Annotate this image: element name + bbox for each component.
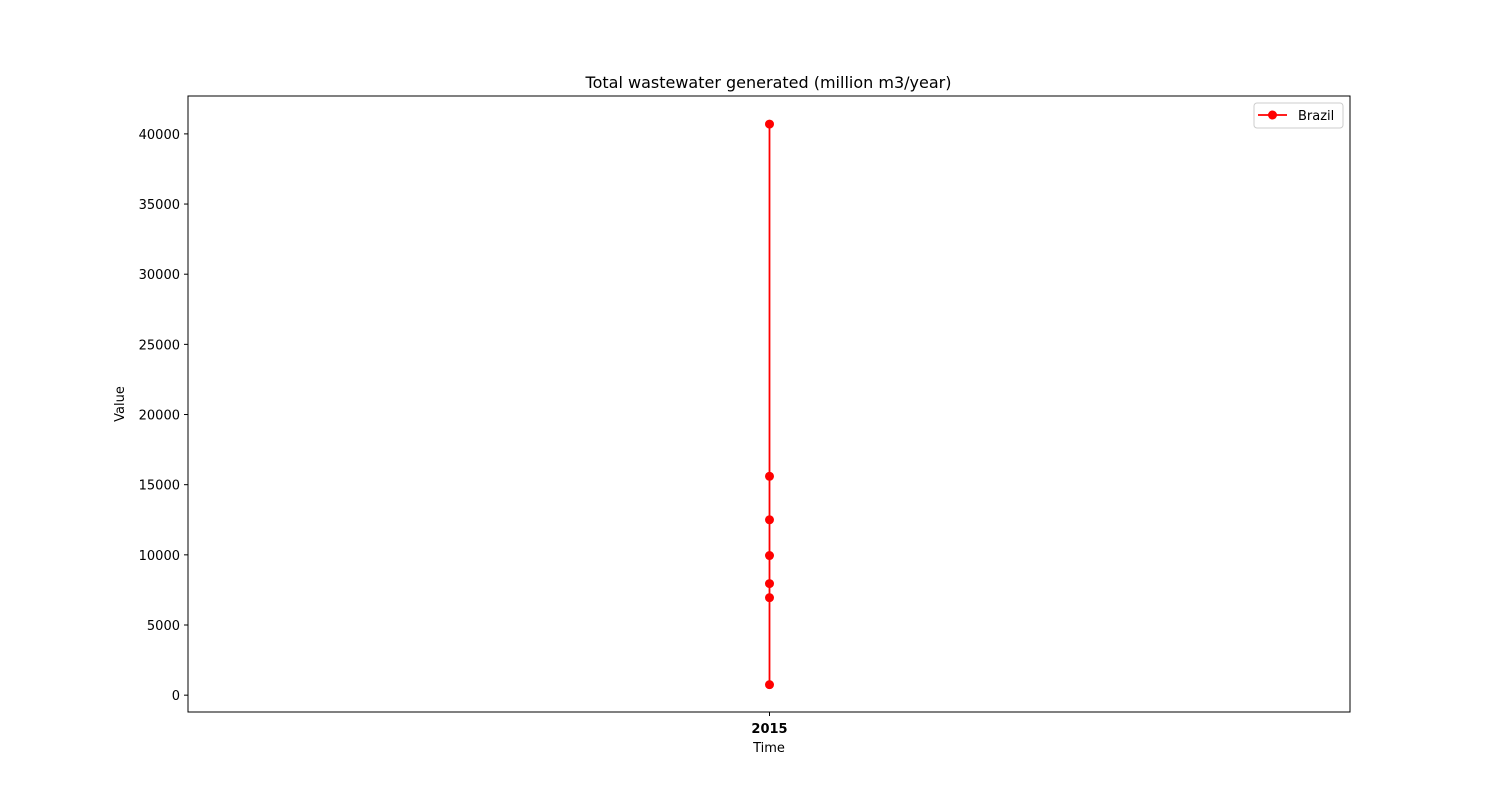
plot-frame	[187, 95, 1351, 713]
y-tick-label: 20000	[139, 409, 180, 424]
y-tick-label: 30000	[139, 268, 180, 283]
y-tick-label: 5000	[147, 619, 180, 634]
y-tick-label: 15000	[139, 479, 180, 494]
y-axis-ticks: 0 5000 10000 15000 20000 25000 30000 35000 40000	[139, 128, 188, 704]
y-tick-label: 25000	[139, 338, 180, 353]
legend-box	[1253, 102, 1344, 129]
chart-title: Total wastewater generated (million m3/y…	[585, 73, 952, 92]
data-point	[765, 680, 774, 690]
data-point	[765, 515, 774, 525]
x-tick-label: 2015	[751, 722, 787, 737]
legend-series-marker	[1268, 110, 1277, 120]
x-axis-ticks: 2015	[751, 712, 788, 737]
y-tick-label: 0	[172, 689, 180, 704]
y-tick-label: 40000	[139, 128, 180, 143]
y-axis-label: Value	[113, 386, 128, 422]
y-tick-label: 35000	[139, 198, 180, 213]
y-tick-label: 10000	[139, 549, 180, 564]
data-point	[765, 119, 774, 129]
legend-series-label: Brazil	[1298, 109, 1334, 124]
data-point	[765, 551, 774, 561]
legend: Brazil	[1253, 102, 1344, 129]
data-point	[765, 593, 774, 603]
series-layer	[765, 119, 774, 690]
data-point	[765, 579, 774, 589]
x-axis-label: Time	[752, 741, 785, 756]
data-point	[765, 471, 774, 481]
